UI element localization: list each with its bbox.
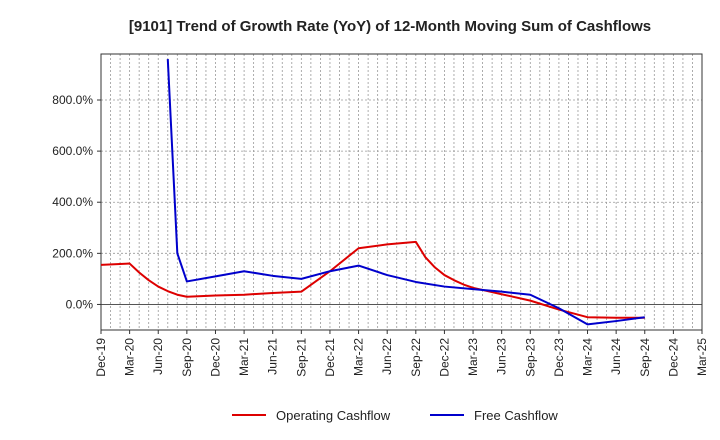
x-tick-label: Mar-23 bbox=[466, 338, 480, 376]
x-tick-label: Mar-21 bbox=[237, 338, 251, 376]
x-tick-label: Dec-22 bbox=[437, 338, 451, 377]
x-tick-label: Jun-21 bbox=[266, 338, 280, 375]
legend-label: Free Cashflow bbox=[474, 408, 558, 423]
chart-title: [9101] Trend of Growth Rate (YoY) of 12-… bbox=[129, 18, 651, 35]
legend-label: Operating Cashflow bbox=[276, 408, 391, 423]
x-tick-label: Mar-24 bbox=[581, 338, 595, 376]
x-tick-label: Dec-19 bbox=[94, 338, 108, 377]
x-axis: Dec-19 Mar-20 Jun-20 Sep-20 Dec-20 Mar-21 Jun-… bbox=[94, 330, 709, 377]
x-tick-label: Sep-23 bbox=[523, 338, 537, 377]
x-tick-label: Dec-20 bbox=[208, 338, 222, 377]
y-tick-label: 600.0% bbox=[52, 144, 93, 158]
series-line-operating-cashflow bbox=[100, 240, 645, 319]
x-tick-label: Jun-22 bbox=[380, 338, 394, 375]
legend: Operating Cashflow Free Cashflow bbox=[232, 408, 558, 423]
x-tick-label: Sep-20 bbox=[180, 338, 194, 377]
y-axis: 0.0% 200.0% 400.0% 600.0% 800.0% bbox=[52, 93, 101, 311]
x-tick-label: Mar-22 bbox=[352, 338, 366, 376]
x-tick-label: Sep-22 bbox=[409, 338, 423, 377]
x-tick-label: Mar-20 bbox=[123, 338, 137, 376]
y-tick-label: 800.0% bbox=[52, 93, 93, 107]
x-tick-label: Jun-23 bbox=[495, 338, 509, 375]
x-tick-label: Sep-24 bbox=[638, 338, 652, 377]
grid bbox=[100, 54, 703, 330]
x-tick-label: Dec-23 bbox=[552, 338, 566, 377]
x-tick-label: Mar-25 bbox=[695, 338, 709, 376]
x-tick-label: Dec-21 bbox=[323, 338, 337, 377]
plot-area bbox=[100, 53, 703, 331]
x-tick-label: Sep-21 bbox=[294, 338, 308, 377]
y-tick-label: 400.0% bbox=[52, 195, 93, 209]
series-lines bbox=[100, 59, 645, 326]
x-tick-label: Dec-24 bbox=[666, 338, 680, 377]
y-tick-label: 200.0% bbox=[52, 246, 93, 260]
x-tick-label: Jun-20 bbox=[151, 338, 165, 375]
series-line-free-cashflow bbox=[166, 59, 645, 326]
y-tick-label: 0.0% bbox=[66, 297, 94, 311]
x-tick-label: Jun-24 bbox=[609, 338, 623, 375]
